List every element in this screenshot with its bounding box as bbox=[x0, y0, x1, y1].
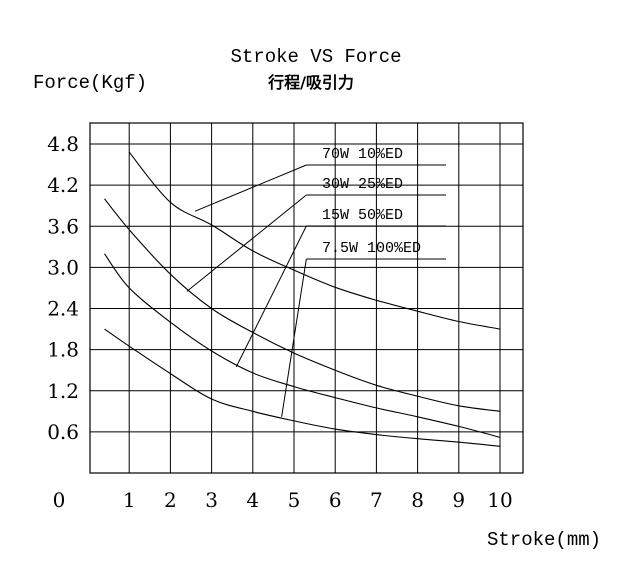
x-tick-label: 9 bbox=[452, 488, 465, 512]
y-tick-label: 4.2 bbox=[47, 173, 79, 197]
x-tick-label: 7 bbox=[370, 488, 383, 512]
legend: 70W 10%ED 30W 25%ED 15W 50%ED 7.5W 100%ED bbox=[322, 146, 421, 257]
legend-label: 30W 25%ED bbox=[322, 176, 403, 193]
y-tick-label: 3.0 bbox=[47, 255, 79, 279]
x-axis-label: Stroke(mm) bbox=[487, 529, 601, 551]
y-tick-label: 2.4 bbox=[47, 297, 79, 321]
legend-label: 7.5W 100%ED bbox=[322, 240, 421, 257]
x-tick-label: 6 bbox=[329, 488, 342, 512]
y-tick-label: 3.6 bbox=[47, 214, 79, 238]
y-tick-label: 1.2 bbox=[47, 379, 79, 403]
x-tick-label: 10 bbox=[487, 488, 512, 512]
force-curves bbox=[104, 151, 501, 447]
x-tick-label: 8 bbox=[411, 488, 424, 512]
chart-subtitle: 行程/吸引力 bbox=[267, 73, 354, 92]
grid bbox=[89, 122, 524, 474]
y-tick-label: 4.8 bbox=[47, 132, 79, 156]
y-tick-labels: 0.6 1.2 1.8 2.4 3.0 3.6 4.2 4.8 bbox=[47, 132, 79, 444]
chart-title: Stroke VS Force bbox=[230, 46, 401, 68]
x-tick-label: 5 bbox=[288, 488, 301, 512]
legend-label: 70W 10%ED bbox=[322, 146, 403, 163]
x-tick-label: 1 bbox=[123, 488, 136, 512]
x-tick-label: 3 bbox=[205, 488, 218, 512]
legend-leader-lines bbox=[186, 164, 446, 417]
y-axis-label: Force(Kgf) bbox=[33, 72, 147, 94]
legend-label: 15W 50%ED bbox=[322, 207, 403, 224]
origin-label: 0 bbox=[53, 488, 66, 512]
series-line bbox=[104, 253, 501, 438]
leader-line bbox=[194, 164, 307, 212]
x-tick-label: 2 bbox=[164, 488, 177, 512]
y-tick-label: 0.6 bbox=[47, 420, 79, 444]
x-tick-label: 4 bbox=[246, 488, 259, 512]
x-tick-labels: 1 2 3 4 5 6 7 8 9 10 bbox=[123, 488, 513, 512]
series-line bbox=[104, 198, 501, 412]
leader-line bbox=[281, 258, 307, 417]
leader-line bbox=[186, 194, 307, 292]
y-tick-label: 1.8 bbox=[47, 338, 79, 362]
series-line bbox=[128, 151, 501, 330]
series-line bbox=[104, 328, 501, 447]
plot-frame bbox=[89, 122, 524, 474]
leader-line bbox=[235, 225, 307, 367]
